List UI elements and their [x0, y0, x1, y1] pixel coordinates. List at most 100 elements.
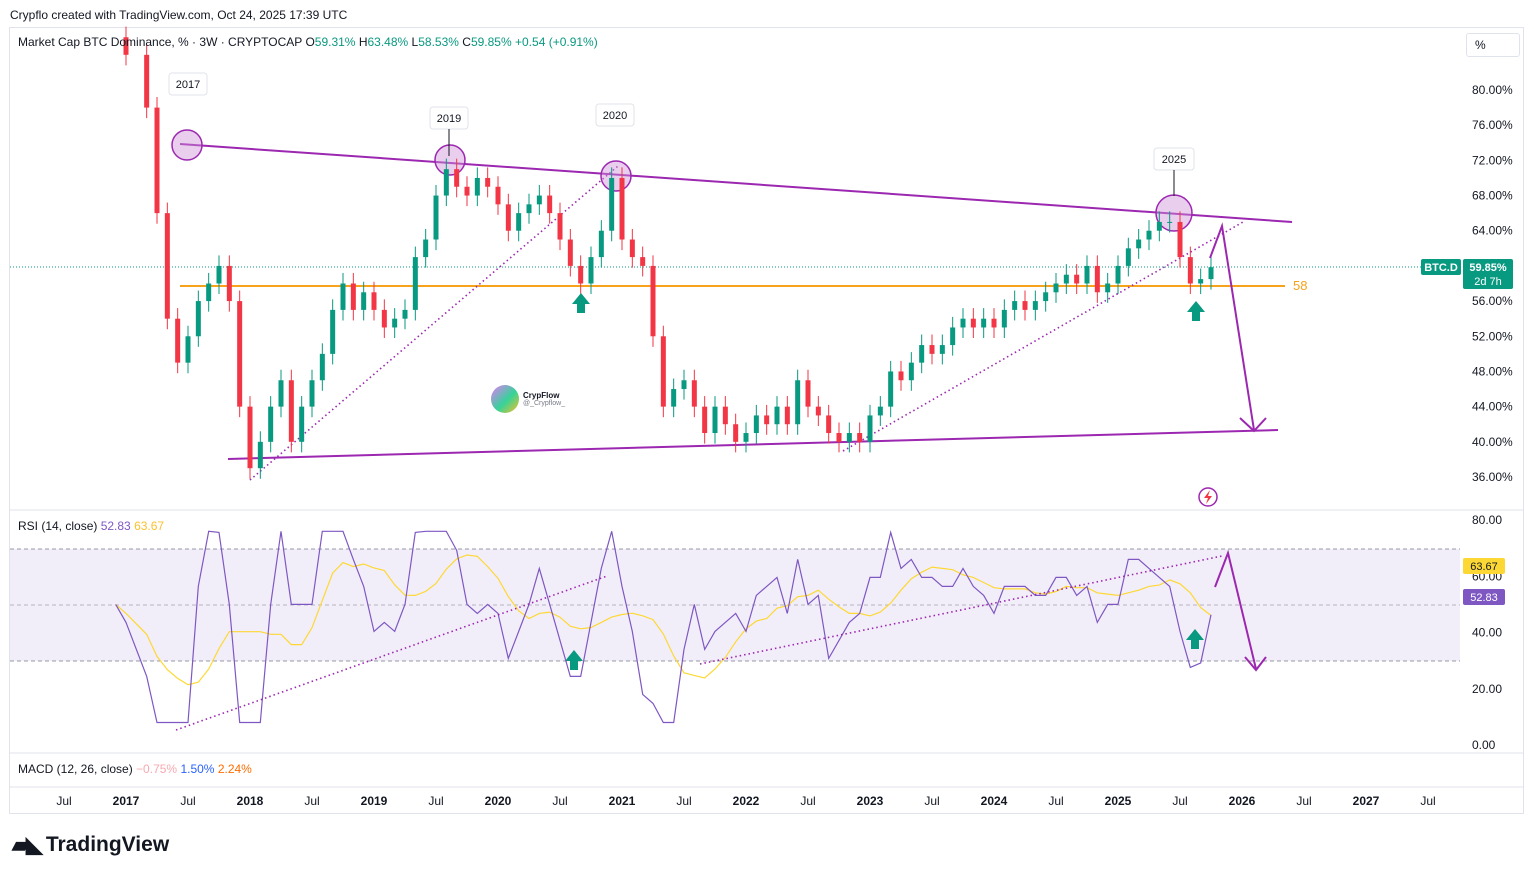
percent-scale-button[interactable]: %: [1466, 33, 1520, 57]
candle-body: [1032, 301, 1038, 310]
legend-open: 59.31%: [314, 35, 356, 49]
candle-body: [340, 283, 346, 310]
time-tick-label: 2027: [1353, 794, 1380, 808]
price-badge-value: 59.85%: [1469, 262, 1507, 274]
tradingview-logo-icon: ▰◣: [12, 832, 43, 857]
candle-body: [888, 371, 894, 407]
arrow-up-icon: [1187, 301, 1205, 321]
candle-body: [402, 309, 408, 319]
candle-body: [805, 380, 811, 407]
candle-body: [443, 169, 449, 196]
lower-trendline: [227, 429, 1279, 460]
candle-body: [712, 406, 718, 434]
macd-legend-name[interactable]: MACD (12, 26, close): [18, 762, 133, 776]
candle-body: [268, 406, 274, 442]
candle-body: [743, 433, 749, 442]
candle-body: [309, 380, 315, 407]
candle-body: [237, 301, 243, 407]
candle-body: [1053, 283, 1059, 293]
candle-body: [164, 213, 170, 319]
arrow-up-icon: [1186, 629, 1204, 649]
candles-layer: [123, 26, 1214, 479]
callout-2019: 2019: [429, 106, 469, 156]
rsi-legend-ma: 63.67: [134, 519, 165, 533]
candle-body: [247, 406, 253, 469]
candle-body: [857, 433, 863, 442]
candle-body: [629, 239, 635, 258]
price-tick-label: 68.00%: [1472, 189, 1513, 203]
candle-body: [485, 177, 491, 187]
callout-2025: 2025: [1153, 147, 1195, 196]
candle-body: [898, 371, 904, 381]
candle-body: [950, 327, 956, 346]
candle-body: [216, 265, 222, 284]
candle-body: [795, 380, 801, 425]
candle-body: [185, 336, 191, 363]
candle-body: [1136, 239, 1142, 249]
time-tick-label: Jul: [1420, 794, 1435, 808]
rsi-tick-label: 80.00: [1472, 513, 1502, 527]
candle-body: [226, 265, 232, 302]
candle-body: [836, 433, 842, 442]
candle-body: [278, 380, 284, 407]
price-axis[interactable]: 80.00%76.00%72.00%68.00%64.00%60.00%56.0…: [1472, 83, 1513, 484]
time-tick-label: 2018: [237, 794, 264, 808]
callout-2020-label: 2020: [603, 110, 627, 122]
time-tick-label: Jul: [1172, 794, 1187, 808]
candle-body: [764, 415, 770, 425]
callout-2017-label: 2017: [176, 79, 200, 91]
candle-body: [1115, 265, 1121, 284]
candle-body: [433, 195, 439, 240]
price-tick-label: 80.00%: [1472, 83, 1513, 97]
candle-body: [981, 318, 987, 328]
candle-body: [505, 204, 511, 231]
callout-2017: 2017: [168, 72, 208, 96]
legend-symbol[interactable]: Market Cap BTC Dominance, % · 3W · CRYPT…: [18, 35, 303, 49]
legend-open-label: O: [305, 35, 315, 49]
candle-body: [175, 318, 181, 363]
rsi-legend-value: 52.83: [100, 519, 131, 533]
projection-arrowhead-rsi: [1244, 656, 1267, 672]
candle-body: [588, 257, 594, 284]
time-tick-label: Jul: [180, 794, 195, 808]
author-watermark: CrypFlow @_Crypflow_: [491, 385, 565, 413]
candle-body: [536, 195, 542, 205]
candle-body: [991, 318, 997, 328]
dotted-trendline-2022: [842, 221, 1244, 452]
candle-body: [516, 213, 522, 231]
candle-body: [464, 186, 470, 196]
rsi-ma-badge-value: 63.67: [1470, 561, 1498, 573]
time-axis[interactable]: Jul 2017 Jul 2018 Jul 2019 Jul 2020 Jul 2021 Jul 20…: [56, 794, 1435, 808]
candle-body: [1022, 301, 1028, 310]
candle-body: [1125, 248, 1131, 266]
candle-body: [288, 380, 294, 442]
macd-legend-signal: 1.50%: [180, 762, 215, 776]
time-tick-label: 2025: [1105, 794, 1132, 808]
tradingview-logo[interactable]: ▰◣ TradingView: [12, 832, 169, 858]
candle-body: [1012, 301, 1018, 310]
price-tick-label: 76.00%: [1472, 118, 1513, 132]
time-tick-label: Jul: [304, 794, 319, 808]
arrow-up-icon: [565, 650, 583, 670]
candle-body: [1084, 265, 1090, 284]
candle-body: [960, 318, 966, 328]
macd-legend-macd: −0.75%: [136, 762, 178, 776]
candle-body: [206, 283, 212, 302]
candle-body: [1146, 230, 1152, 240]
candle-body: [671, 389, 677, 407]
lightning-icon[interactable]: [1198, 487, 1218, 507]
time-tick-label: 2017: [113, 794, 140, 808]
rsi-tick-label: 0.00: [1472, 738, 1496, 752]
macd-legend-hist: 2.24%: [217, 762, 252, 776]
candle-body: [381, 309, 387, 328]
watermark-name: CrypFlow: [523, 391, 560, 400]
time-tick-label: Jul: [1048, 794, 1063, 808]
candle-body: [567, 239, 573, 266]
candle-body: [681, 380, 687, 390]
rsi-legend-name[interactable]: RSI (14, close): [18, 519, 98, 533]
watermark-handle: @_Crypflow_: [523, 400, 566, 407]
callout-2025-label: 2025: [1162, 154, 1186, 166]
price-tick-label: 36.00%: [1472, 470, 1513, 484]
